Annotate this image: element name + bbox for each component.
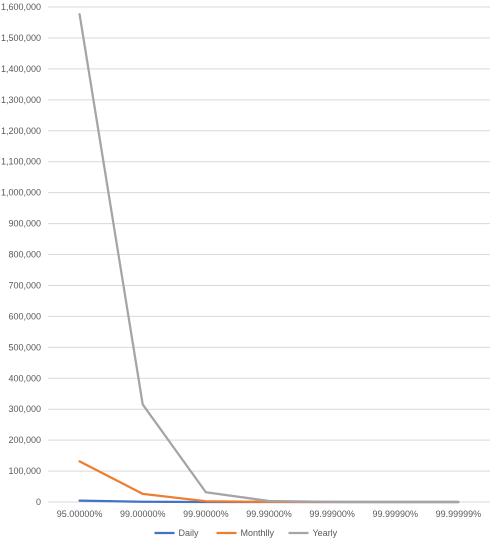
legend-item-monthlly: Monthlly: [216, 528, 275, 538]
y-tick-label: 600,000: [8, 311, 41, 321]
y-tick-label: 500,000: [8, 342, 41, 352]
y-tick-label: 300,000: [8, 404, 41, 414]
series-line-monthlly: [78, 460, 460, 504]
y-tick-label: 100,000: [8, 466, 41, 476]
legend-item-daily: Daily: [154, 528, 200, 538]
y-tick-label: 1,200,000: [1, 126, 41, 136]
y-axis-tick-labels: 0 100,000 200,000 300,000 400,000 500,000 600,…: [1, 2, 41, 507]
y-tick-label: 1,500,000: [1, 33, 41, 43]
y-tick-label: 1,100,000: [1, 157, 41, 167]
x-tick-label: 99.99999%: [436, 509, 482, 519]
legend-item-yearly: Yearly: [288, 528, 338, 538]
legend-label: Monthlly: [241, 528, 275, 538]
y-tick-label: 0: [36, 497, 41, 507]
x-tick-label: 95.00000%: [57, 509, 103, 519]
legend-label: Daily: [179, 528, 200, 538]
x-tick-label: 99.99900%: [309, 509, 355, 519]
gridlines: [48, 6, 490, 503]
y-tick-label: 400,000: [8, 373, 41, 383]
series-lines: [78, 13, 460, 504]
series-line-yearly: [78, 13, 460, 504]
x-tick-label: 99.99990%: [373, 509, 419, 519]
y-tick-label: 1,400,000: [1, 64, 41, 74]
x-axis-tick-labels: 95.00000% 99.00000% 99.90000% 99.99000% 99.9…: [57, 509, 481, 519]
y-tick-label: 200,000: [8, 435, 41, 445]
y-tick-label: 1,600,000: [1, 2, 41, 12]
y-tick-label: 1,000,000: [1, 188, 41, 198]
x-tick-label: 99.90000%: [183, 509, 229, 519]
x-tick-label: 99.99000%: [246, 509, 292, 519]
legend-label: Yearly: [313, 528, 338, 538]
y-tick-label: 700,000: [8, 280, 41, 290]
y-tick-label: 900,000: [8, 219, 41, 229]
legend: Daily Monthlly Yearly: [154, 528, 338, 538]
x-tick-label: 99.00000%: [120, 509, 166, 519]
y-tick-label: 800,000: [8, 250, 41, 260]
y-tick-label: 1,300,000: [1, 95, 41, 105]
